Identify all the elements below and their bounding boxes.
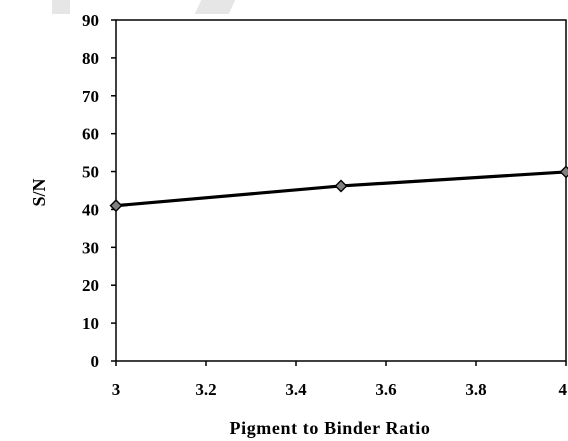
x-tick-label: 3.8 <box>465 380 486 399</box>
x-axis-title: Pigment to Binder Ratio <box>230 418 431 438</box>
x-tick-label: 3 <box>112 380 121 399</box>
y-tick-label: 40 <box>82 200 99 219</box>
y-tick-label: 80 <box>82 49 99 68</box>
y-tick-label: 60 <box>82 125 99 144</box>
data-point-marker <box>559 165 568 179</box>
y-tick-label: 0 <box>91 352 100 371</box>
y-tick-label: 90 <box>82 11 99 30</box>
data-point-marker <box>109 199 123 213</box>
x-axis-ticks: 3 3.2 3.4 3.6 3.8 4 <box>112 361 568 399</box>
x-tick-label: 4 <box>559 380 568 399</box>
y-axis-title: S/N <box>29 178 49 206</box>
y-tick-label: 30 <box>82 238 99 257</box>
plot-area-frame <box>115 19 567 362</box>
y-tick-label: 50 <box>82 163 99 182</box>
y-tick-label: 20 <box>82 276 99 295</box>
data-point-marker <box>334 179 348 193</box>
x-tick-label: 3.4 <box>285 380 307 399</box>
series-layer <box>109 165 568 213</box>
y-tick-label: 70 <box>82 87 99 106</box>
y-tick-label: 10 <box>82 314 99 333</box>
watermark-fragment-left <box>52 0 70 14</box>
y-axis-ticks: 0 10 20 30 40 50 60 70 80 90 <box>82 11 116 371</box>
x-tick-label: 3.2 <box>195 380 216 399</box>
x-tick-label: 3.6 <box>375 380 396 399</box>
